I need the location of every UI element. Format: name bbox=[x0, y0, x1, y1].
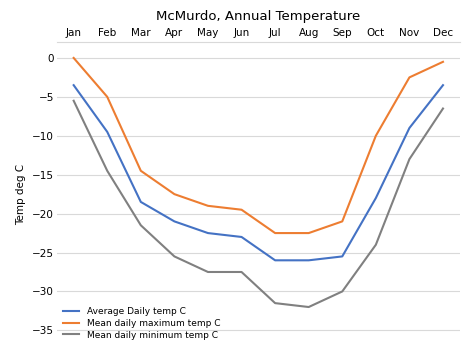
Mean daily maximum temp C bbox=[440, 60, 446, 64]
Average Daily temp C bbox=[373, 196, 379, 200]
Mean daily minimum temp C bbox=[339, 289, 345, 294]
Line: Mean daily maximum temp C: Mean daily maximum temp C bbox=[73, 58, 443, 233]
Legend: Average Daily temp C, Mean daily maximum temp C, Mean daily minimum temp C: Average Daily temp C, Mean daily maximum… bbox=[60, 304, 224, 343]
Mean daily minimum temp C bbox=[138, 223, 144, 227]
Average Daily temp C bbox=[272, 258, 278, 262]
Mean daily maximum temp C bbox=[172, 192, 177, 196]
Line: Mean daily minimum temp C: Mean daily minimum temp C bbox=[73, 101, 443, 307]
Mean daily maximum temp C bbox=[272, 231, 278, 235]
Mean daily minimum temp C bbox=[172, 254, 177, 258]
Average Daily temp C bbox=[339, 254, 345, 258]
Average Daily temp C bbox=[71, 83, 76, 87]
Mean daily minimum temp C bbox=[71, 98, 76, 103]
Mean daily minimum temp C bbox=[440, 106, 446, 110]
Average Daily temp C bbox=[172, 219, 177, 223]
Mean daily minimum temp C bbox=[104, 169, 110, 173]
Mean daily minimum temp C bbox=[205, 270, 211, 274]
Average Daily temp C bbox=[407, 126, 412, 130]
Mean daily maximum temp C bbox=[239, 208, 245, 212]
Mean daily maximum temp C bbox=[104, 95, 110, 99]
Mean daily minimum temp C bbox=[407, 157, 412, 161]
Mean daily maximum temp C bbox=[407, 75, 412, 79]
Average Daily temp C bbox=[205, 231, 211, 235]
Mean daily maximum temp C bbox=[71, 56, 76, 60]
Mean daily minimum temp C bbox=[272, 301, 278, 305]
Mean daily maximum temp C bbox=[138, 169, 144, 173]
Average Daily temp C bbox=[138, 200, 144, 204]
Title: McMurdo, Annual Temperature: McMurdo, Annual Temperature bbox=[156, 10, 360, 23]
Average Daily temp C bbox=[239, 235, 245, 239]
Mean daily maximum temp C bbox=[373, 134, 379, 138]
Average Daily temp C bbox=[440, 83, 446, 87]
Y-axis label: Temp deg C: Temp deg C bbox=[17, 163, 27, 225]
Average Daily temp C bbox=[104, 130, 110, 134]
Line: Average Daily temp C: Average Daily temp C bbox=[73, 85, 443, 260]
Mean daily maximum temp C bbox=[339, 219, 345, 223]
Mean daily maximum temp C bbox=[306, 231, 311, 235]
Mean daily minimum temp C bbox=[373, 243, 379, 247]
Average Daily temp C bbox=[306, 258, 311, 262]
Mean daily maximum temp C bbox=[205, 204, 211, 208]
Mean daily minimum temp C bbox=[306, 305, 311, 309]
Mean daily minimum temp C bbox=[239, 270, 245, 274]
